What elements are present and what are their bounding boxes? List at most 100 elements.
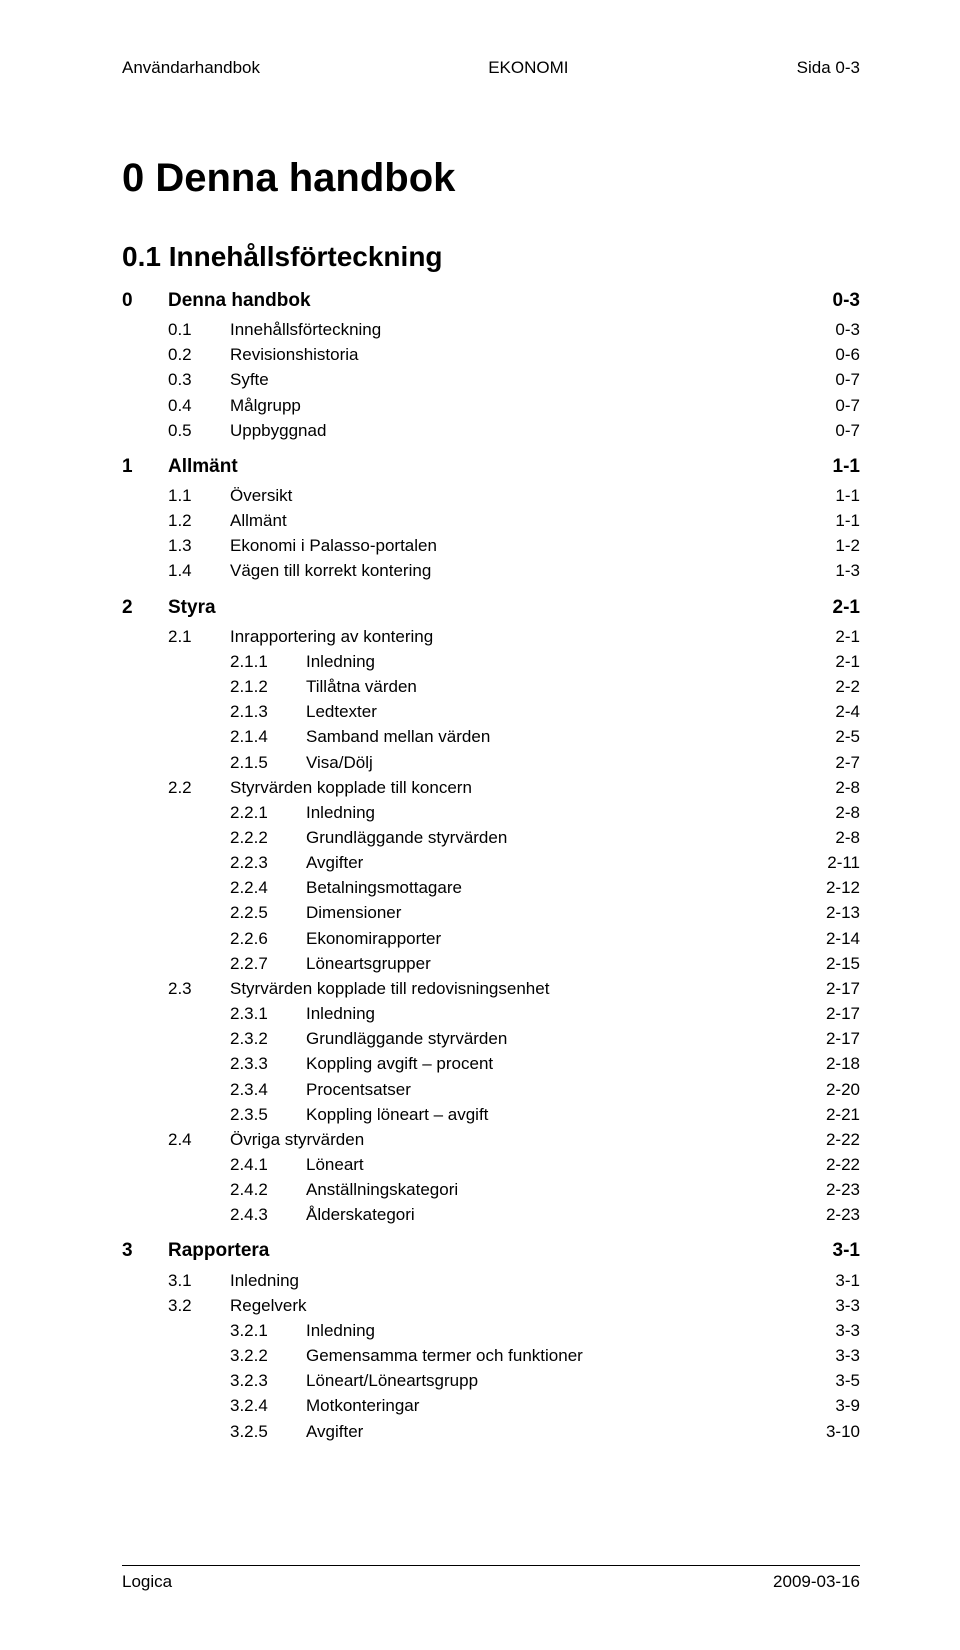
toc-number: 2.3.2 (122, 1026, 306, 1051)
toc-entry: 1.3Ekonomi i Palasso-portalen1-2 (122, 533, 860, 558)
toc-number: 2.1.4 (122, 724, 306, 749)
toc-entry: 2.2.4Betalningsmottagare2-12 (122, 875, 860, 900)
toc-entry-left: 2.2.5Dimensioner (122, 900, 401, 925)
toc-number: 2.4.3 (122, 1202, 306, 1227)
toc-page: 2-5 (835, 724, 860, 749)
toc-entry-left: 2.4Övriga styrvärden (122, 1127, 364, 1152)
toc-number: 3.2.3 (122, 1368, 306, 1393)
table-of-contents: 0Denna handbok0-30.1Innehållsförteckning… (122, 287, 860, 1444)
toc-label: Visa/Dölj (306, 750, 373, 775)
toc-entry: 3.2Regelverk3-3 (122, 1293, 860, 1318)
toc-entry-left: 2.1.3Ledtexter (122, 699, 377, 724)
toc-entry: 2.4Övriga styrvärden2-22 (122, 1127, 860, 1152)
toc-entry-left: 1.2Allmänt (122, 508, 287, 533)
toc-label: Löneart/Löneartsgrupp (306, 1368, 478, 1393)
toc-label: Inledning (306, 649, 375, 674)
toc-label: Allmänt (230, 508, 287, 533)
toc-number: 0.2 (122, 342, 230, 367)
toc-entry-left: 2.2.3Avgifter (122, 850, 363, 875)
toc-entry-left: 2.4.2Anställningskategori (122, 1177, 458, 1202)
toc-label: Grundläggande styrvärden (306, 825, 507, 850)
toc-entry: 3.2.3Löneart/Löneartsgrupp 3-5 (122, 1368, 860, 1393)
header-center: EKONOMI (488, 58, 568, 78)
toc-number: 2.3.5 (122, 1102, 306, 1127)
toc-page: 2-11 (827, 850, 860, 875)
toc-entry: 0.2Revisionshistoria 0-6 (122, 342, 860, 367)
toc-label: Styrvärden kopplade till redovisningsenh… (230, 976, 549, 1001)
toc-page: 1-2 (835, 533, 860, 558)
toc-number: 2.2.2 (122, 825, 306, 850)
toc-entry: 0.4Målgrupp0-7 (122, 393, 860, 418)
toc-label: Ekonomi i Palasso-portalen (230, 533, 437, 558)
toc-entry: 0.1Innehållsförteckning 0-3 (122, 317, 860, 342)
toc-page: 2-1 (833, 594, 860, 622)
toc-page: 2-8 (835, 775, 860, 800)
toc-entry-left: 0.2Revisionshistoria (122, 342, 359, 367)
toc-entry-left: 2.3.5Koppling löneart – avgift (122, 1102, 488, 1127)
toc-page: 2-17 (826, 976, 860, 1001)
toc-number: 3.2 (122, 1293, 230, 1318)
toc-page: 0-6 (835, 342, 860, 367)
toc-number: 3.2.5 (122, 1419, 306, 1444)
toc-entry: 3Rapportera3-1 (122, 1237, 860, 1265)
toc-entry-left: 1Allmänt (122, 453, 238, 481)
toc-number: 1.4 (122, 558, 230, 583)
toc-page: 2-22 (826, 1152, 860, 1177)
toc-entry: 2.2.5Dimensioner 2-13 (122, 900, 860, 925)
toc-number: 3.2.4 (122, 1393, 306, 1418)
header-right: Sida 0-3 (797, 58, 860, 78)
toc-entry: 2.4.2Anställningskategori2-23 (122, 1177, 860, 1202)
toc-page: 0-3 (835, 317, 860, 342)
toc-label: Styrvärden kopplade till koncern (230, 775, 472, 800)
toc-label: Avgifter (306, 850, 363, 875)
toc-entry-left: 2.2.2Grundläggande styrvärden (122, 825, 507, 850)
toc-page: 2-1 (835, 624, 860, 649)
toc-entry-left: 2.1.1Inledning (122, 649, 375, 674)
toc-entry-left: 2.4.3Ålderskategori (122, 1202, 415, 1227)
toc-label: Betalningsmottagare (306, 875, 462, 900)
toc-label: Koppling avgift – procent (306, 1051, 493, 1076)
toc-page: 3-5 (835, 1368, 860, 1393)
toc-page: 2-23 (826, 1202, 860, 1227)
toc-number: 0 (122, 287, 168, 315)
page-title: 0 Denna handbok (122, 156, 860, 201)
toc-number: 3.2.2 (122, 1343, 306, 1368)
toc-page: 3-10 (826, 1419, 860, 1444)
toc-number: 2.2.1 (122, 800, 306, 825)
toc-entry: 0Denna handbok0-3 (122, 287, 860, 315)
toc-entry: 2.2.7Löneartsgrupper2-15 (122, 951, 860, 976)
toc-number: 0.1 (122, 317, 230, 342)
toc-label: Inledning (230, 1268, 299, 1293)
toc-number: 3.1 (122, 1268, 230, 1293)
toc-entry: 2.3.1Inledning2-17 (122, 1001, 860, 1026)
toc-entry: 3.2.1Inledning3-3 (122, 1318, 860, 1343)
toc-number: 1.2 (122, 508, 230, 533)
page-header: Användarhandbok EKONOMI Sida 0-3 (122, 58, 860, 78)
toc-label: Dimensioner (306, 900, 401, 925)
toc-page: 0-3 (833, 287, 860, 315)
toc-page: 1-1 (835, 508, 860, 533)
toc-number: 2.1.3 (122, 699, 306, 724)
toc-label: Målgrupp (230, 393, 301, 418)
toc-label: Inrapportering av kontering (230, 624, 433, 649)
toc-page: 2-4 (835, 699, 860, 724)
toc-entry-left: 2.3Styrvärden kopplade till redovisnings… (122, 976, 549, 1001)
toc-entry-left: 2.2.4Betalningsmottagare (122, 875, 462, 900)
toc-entry: 2.4.1Löneart 2-22 (122, 1152, 860, 1177)
toc-label: Innehållsförteckning (230, 317, 381, 342)
toc-number: 2.4.1 (122, 1152, 306, 1177)
toc-number: 2.1.5 (122, 750, 306, 775)
toc-label: Övriga styrvärden (230, 1127, 364, 1152)
toc-page: 3-3 (835, 1293, 860, 1318)
toc-page: 2-13 (826, 900, 860, 925)
toc-entry-left: 2.1.4Samband mellan värden (122, 724, 490, 749)
toc-page: 2-8 (835, 800, 860, 825)
toc-page: 2-17 (826, 1026, 860, 1051)
footer-right: 2009-03-16 (773, 1572, 860, 1592)
toc-label: Löneart (306, 1152, 364, 1177)
toc-entry-left: 3.2.3Löneart/Löneartsgrupp (122, 1368, 478, 1393)
toc-entry: 1.1Översikt1-1 (122, 483, 860, 508)
toc-entry-left: 0.4Målgrupp (122, 393, 301, 418)
toc-page: 1-3 (835, 558, 860, 583)
toc-page: 2-21 (826, 1102, 860, 1127)
